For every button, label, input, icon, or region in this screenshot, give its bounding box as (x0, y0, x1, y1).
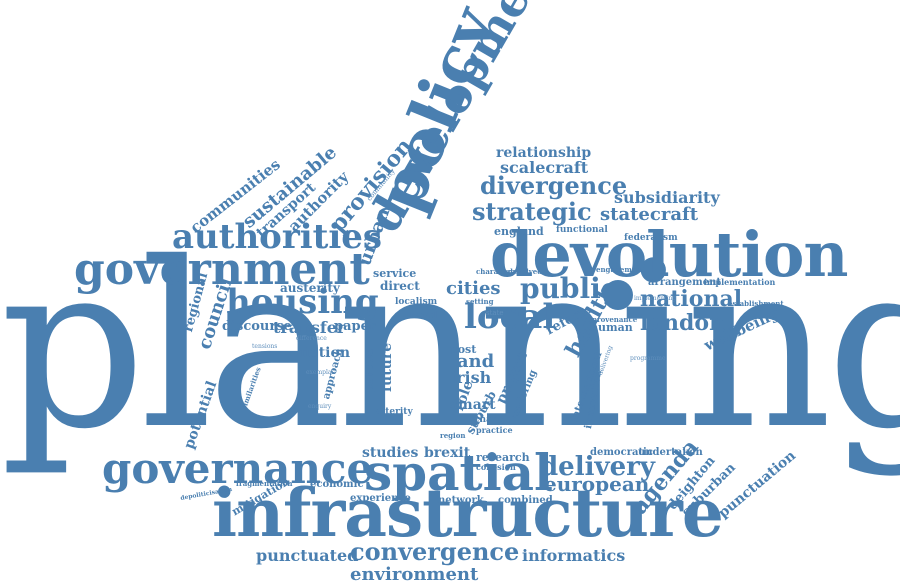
word-network: network (438, 495, 484, 506)
word-devolution: devolution (490, 218, 848, 291)
word-combined: combined (498, 495, 553, 506)
word-brexit: brexit (424, 445, 471, 461)
word-change: change (474, 415, 511, 425)
word-authorities: authorities (172, 217, 383, 257)
word-functional: functional (556, 225, 608, 235)
word-environment: environment (350, 564, 479, 585)
word-experience: experience (350, 493, 411, 504)
word-provenance: provenance (592, 315, 638, 324)
word-engagement: engagement (596, 265, 645, 274)
word-local: local (464, 297, 556, 337)
word-planning: planning (0, 213, 900, 479)
word-subsidiarity: subsidiarity (614, 188, 720, 207)
word-statecraft: statecraft (600, 204, 699, 225)
word-european: european (544, 472, 650, 496)
word-divergence: divergence (480, 171, 628, 200)
word-arrangement: arrangement (648, 277, 721, 288)
word-england: england (494, 225, 544, 238)
word-character: character (476, 267, 514, 276)
word-cohesion: cohesion (476, 462, 516, 472)
i-dot-circle (603, 280, 633, 310)
word-government: government (74, 244, 370, 295)
word-federalism: federalism (624, 233, 678, 243)
word-exemplar: exemplar (306, 369, 335, 376)
word-post: post (450, 343, 477, 356)
word-housing: housing (226, 282, 379, 322)
word-austerity: austerity (280, 281, 340, 295)
word-novel: novel (410, 311, 437, 321)
word-irish: irish (450, 368, 492, 387)
word-spatial: spatial (364, 443, 553, 502)
word-democratic: democratic (590, 447, 653, 458)
word-national: national (640, 286, 743, 312)
word-policies: policies (365, 348, 376, 392)
word-undertaken: undertaken (638, 447, 703, 458)
word-tensions: tensions (252, 343, 278, 350)
word-convergence: convergence (350, 537, 520, 566)
word-future: future (379, 342, 395, 392)
word-infrastructure: infrastructure (212, 474, 724, 552)
word-research: research (476, 451, 530, 464)
word-public: public (520, 272, 618, 305)
word-fiction: fiction (300, 345, 351, 361)
word-strategic: strategic (472, 197, 592, 226)
word-land: land (450, 351, 495, 372)
word-implementing: implementing (634, 295, 677, 302)
word-fragmentation: fragmentation (236, 479, 293, 488)
word-paper: paper (334, 319, 376, 334)
word-practice: practice (476, 425, 513, 435)
word-region: region (440, 431, 466, 440)
word-delivery: delivery (540, 452, 655, 482)
word-governance: governance (102, 444, 374, 493)
word-cities: cities (446, 278, 501, 299)
word-london: london (640, 310, 726, 336)
word-relationship: relationship (496, 145, 592, 161)
word-programme: programme (630, 355, 666, 362)
word-localism: localism (395, 297, 438, 307)
word-punctuated: punctuated (256, 546, 359, 565)
word-setting: setting (466, 297, 494, 306)
word-human: human (590, 321, 633, 334)
word-economic: economic (310, 479, 364, 490)
word-difference: difference (296, 335, 327, 342)
word-studies: studies (362, 445, 419, 461)
word-informatics: informatics (522, 546, 626, 565)
word-devolved: devolved (508, 267, 543, 276)
word-discourse: discourse (222, 319, 292, 334)
word-enquiry: enquiry (308, 403, 332, 410)
word-direct: direct (380, 279, 420, 293)
word-transfer: transfer (273, 318, 346, 337)
word-establishment: establishment (728, 299, 784, 308)
word-service: service (373, 267, 417, 280)
word-implementation: implementation (704, 277, 776, 287)
word-state: state (486, 309, 504, 317)
word-alterity: alterity (376, 407, 413, 417)
word-smart: smart (450, 397, 496, 413)
word-scalecraft: scalecraft (500, 158, 589, 177)
